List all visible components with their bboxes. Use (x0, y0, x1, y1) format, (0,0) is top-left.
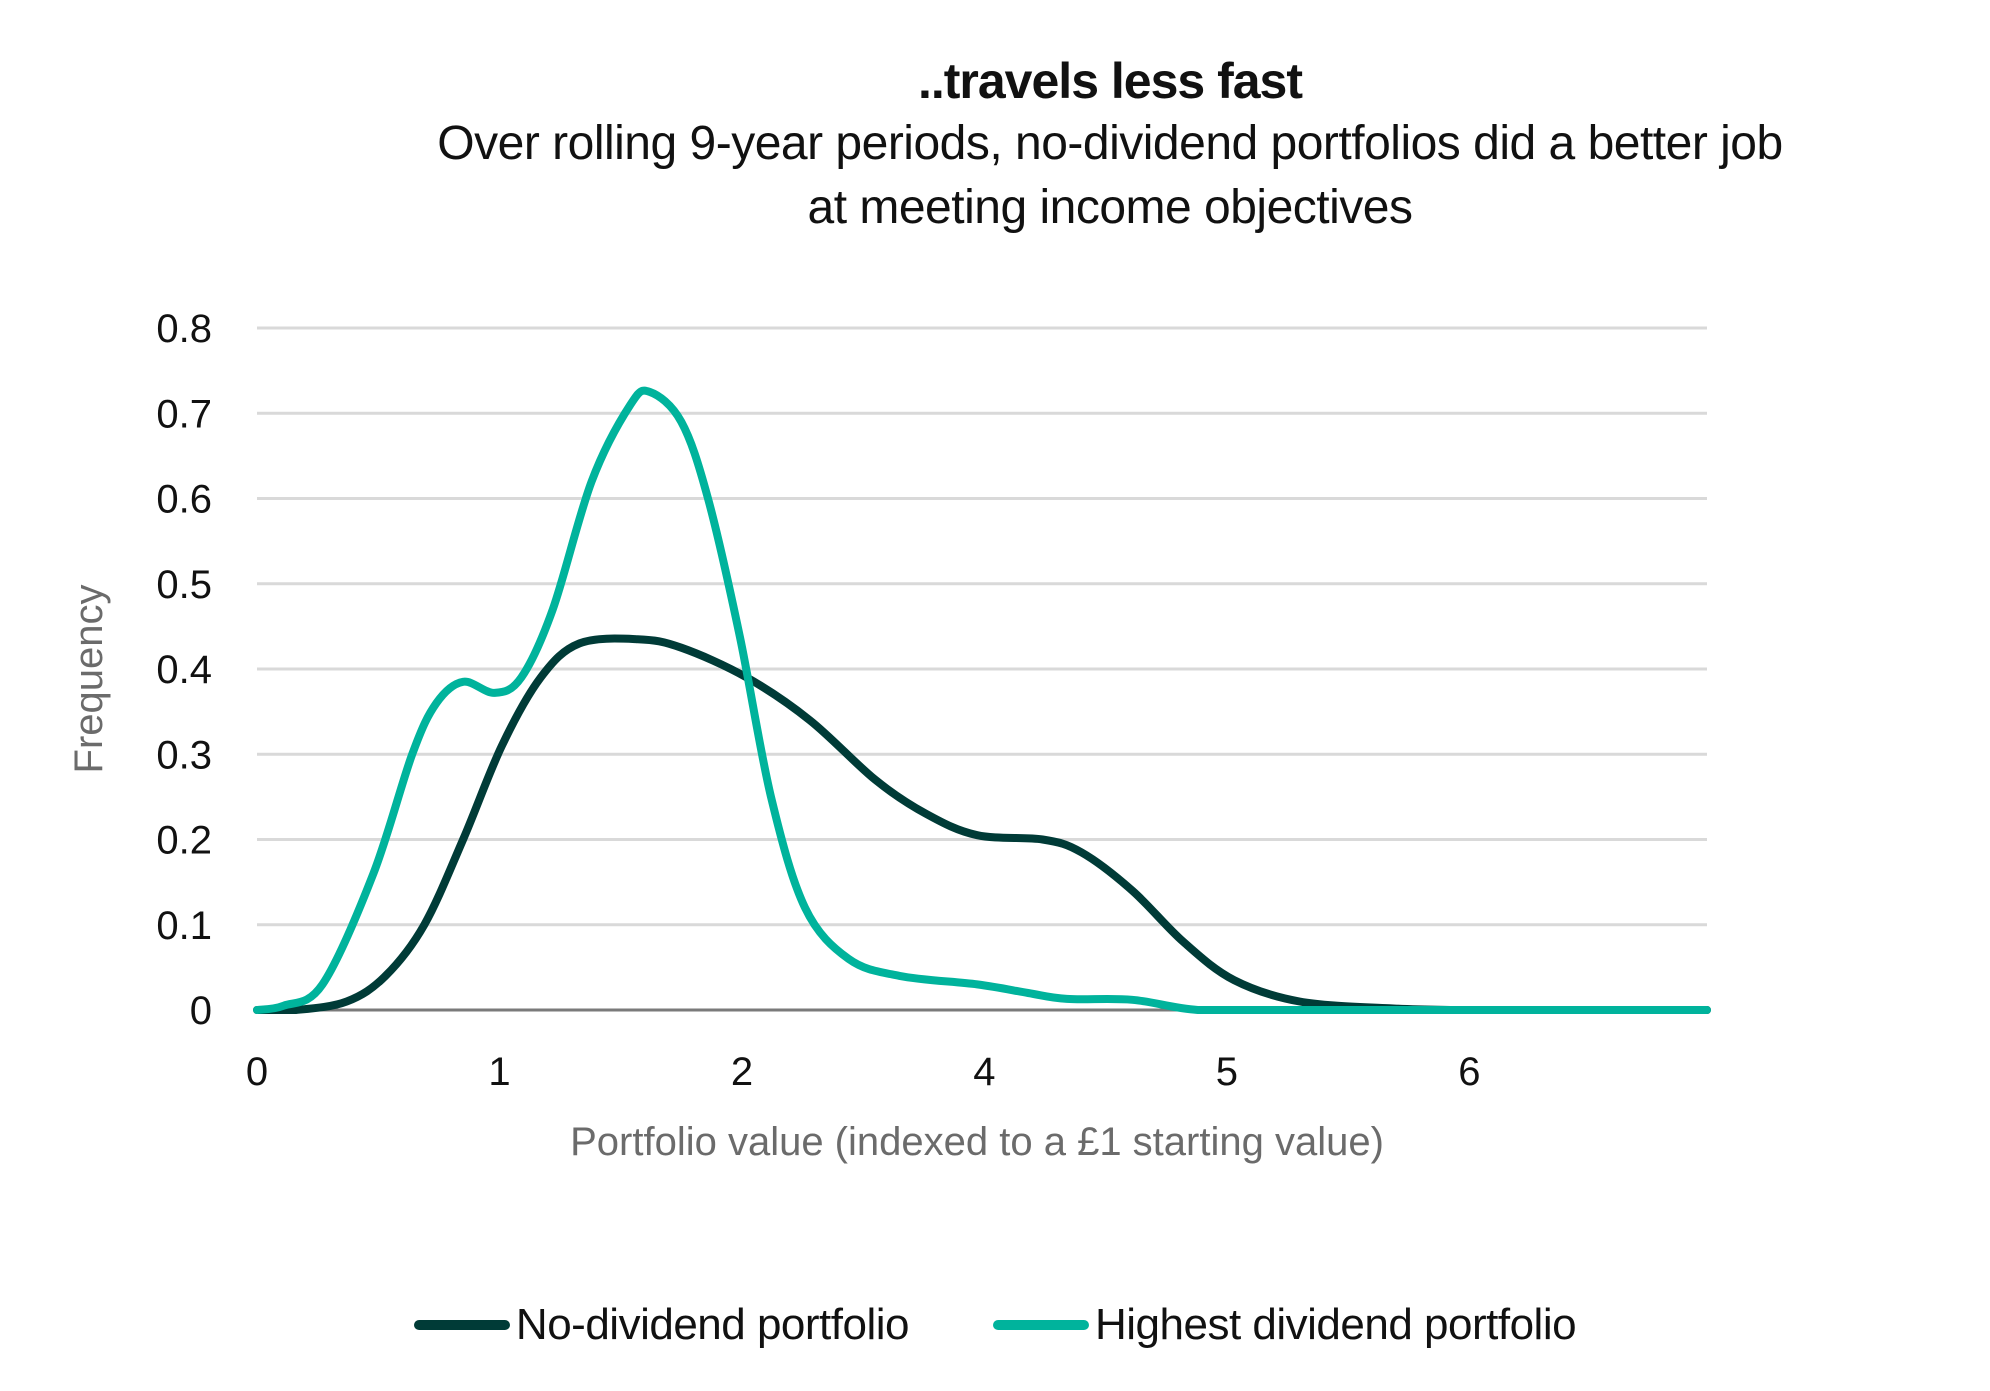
legend-item-no-dividend[interactable]: No-dividend portfolio (413, 1300, 910, 1350)
y-tick-label: 0.3 (156, 733, 212, 777)
y-tick-label: 0.5 (156, 563, 212, 607)
legend-label-no-dividend: No-dividend portfolio (515, 1300, 910, 1349)
y-tick-label: 0 (190, 989, 212, 1033)
series-line-highest-dividend (253, 386, 1711, 1015)
y-tick-label: 0.4 (156, 648, 212, 692)
legend-label-highest-dividend: Highest dividend portfolio (1094, 1300, 1577, 1349)
x-tick-labels: 0 1 2 4 5 6 (246, 1050, 1481, 1094)
x-axis-title: Portfolio value (indexed to a £1 startin… (570, 1120, 1384, 1164)
x-tick-label: 2 (731, 1050, 753, 1094)
y-tick-label: 0.6 (156, 478, 212, 522)
series-lines (253, 386, 1711, 1015)
y-tick-label: 0.1 (156, 904, 212, 948)
legend-swatch-highest-dividend (992, 1320, 1089, 1330)
chart-subtitle-line-1: Over rolling 9-year periods, no-dividend… (437, 117, 1783, 170)
y-axis-title: Frequency (67, 585, 111, 774)
y-tick-label: 0.8 (156, 307, 212, 351)
legend-swatch-no-dividend (413, 1320, 510, 1330)
x-tick-label: 4 (973, 1050, 995, 1094)
x-tick-label: 0 (246, 1050, 268, 1094)
legend-item-highest-dividend[interactable]: Highest dividend portfolio (992, 1300, 1577, 1350)
x-tick-label: 5 (1216, 1050, 1238, 1094)
y-tick-label: 0.2 (156, 819, 212, 863)
y-tick-labels: 0 0.1 0.2 0.3 0.4 0.5 0.6 0.7 0.8 (156, 307, 212, 1033)
series-line-no-dividend (253, 634, 1711, 1015)
legend: No-dividend portfolio Highest dividend p… (0, 1300, 1990, 1350)
chart-title-block: ..travels less fast Over rolling 9-year … (300, 50, 1920, 240)
chart-subtitle-line-2: at meeting income objectives (807, 181, 1413, 234)
y-tick-label: 0.7 (156, 392, 212, 436)
x-tick-label: 6 (1458, 1050, 1480, 1094)
chart-title: ..travels less fast (917, 53, 1303, 109)
x-tick-label: 1 (488, 1050, 510, 1094)
